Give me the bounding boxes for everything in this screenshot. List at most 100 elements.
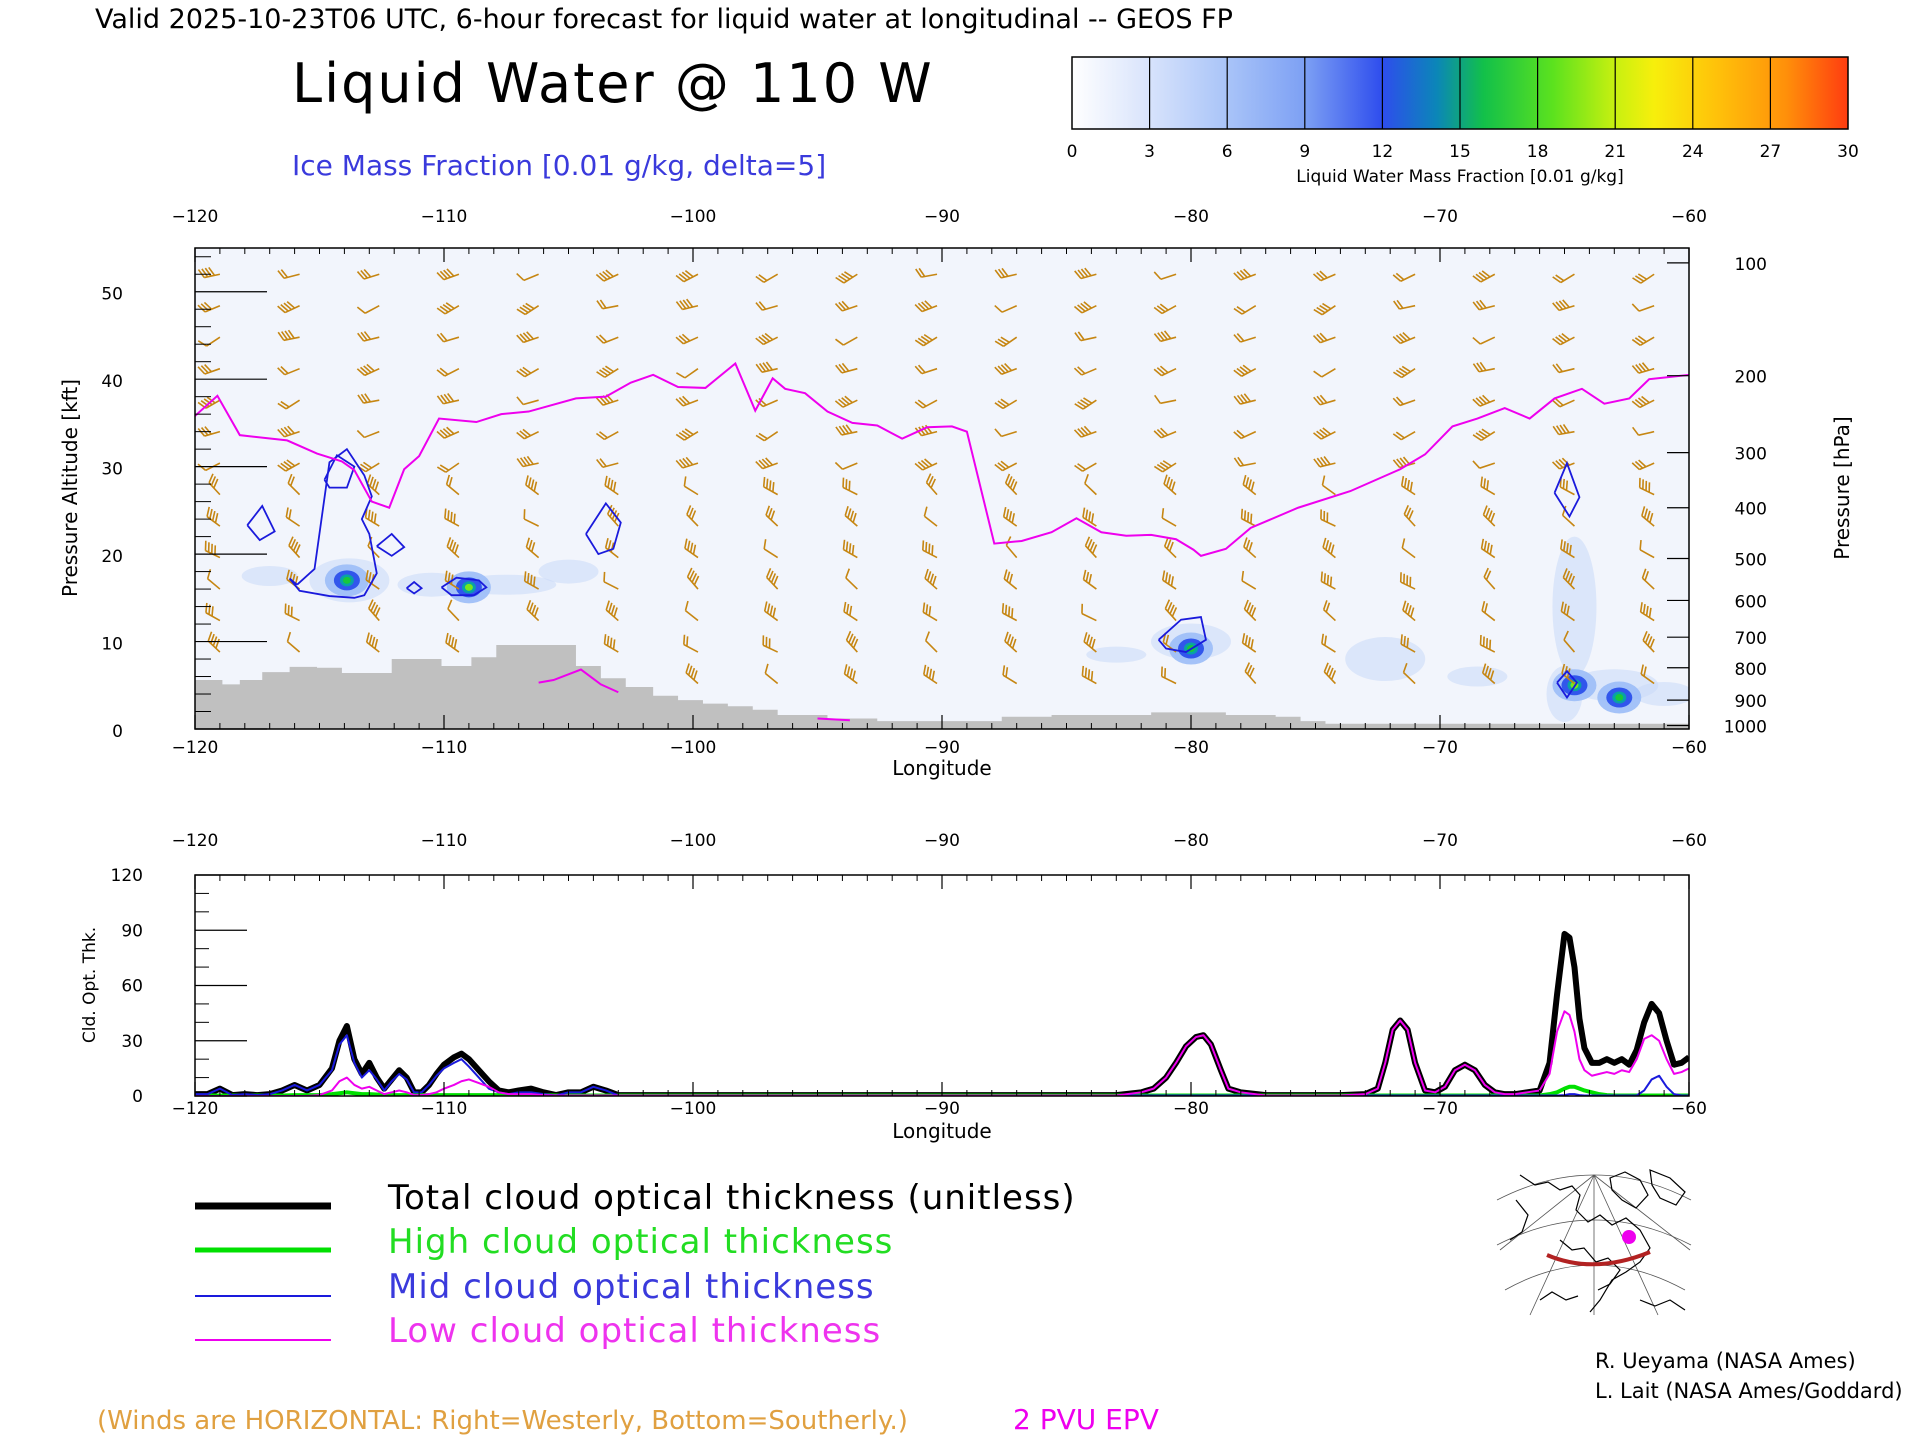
wind-barb bbox=[1082, 507, 1097, 527]
wind-barb-flag bbox=[1561, 333, 1571, 341]
wind-barb-flag bbox=[1392, 459, 1401, 469]
wind-barb bbox=[604, 538, 619, 559]
wind-barb bbox=[994, 460, 1018, 472]
wind-barb-flag bbox=[1631, 462, 1641, 471]
liquid-water-core bbox=[342, 576, 351, 584]
x-tick-label: −80 bbox=[1173, 1099, 1209, 1119]
wind-barb-flag bbox=[1566, 605, 1570, 616]
wind-barb-staff bbox=[364, 305, 380, 314]
wind-barb-flag bbox=[1562, 424, 1570, 434]
wind-barb bbox=[1562, 568, 1576, 590]
wind-barb bbox=[516, 428, 539, 440]
wind-barb-flag bbox=[280, 269, 289, 278]
wind-barb-flag bbox=[1157, 332, 1165, 341]
page-title: Liquid Water @ 110 W bbox=[292, 52, 934, 115]
wind-barb-flag bbox=[1153, 465, 1164, 473]
wind-barb-staff bbox=[1001, 430, 1017, 438]
wind-barb-flag bbox=[1244, 662, 1251, 672]
wind-barb-flag bbox=[1082, 569, 1087, 580]
wind-barb-flag bbox=[1011, 513, 1015, 524]
x-tick-label: −60 bbox=[1671, 738, 1707, 758]
wind-barb-flag bbox=[773, 575, 779, 586]
wind-barb-staff bbox=[1402, 671, 1416, 685]
wind-barb-flag bbox=[1401, 365, 1411, 373]
wind-barb-flag bbox=[844, 505, 849, 516]
wind-barb bbox=[1472, 428, 1496, 441]
wind-barb-flag bbox=[1560, 601, 1565, 612]
wind-barb bbox=[595, 430, 619, 441]
wind-barb bbox=[516, 272, 539, 282]
wind-barb-flag bbox=[838, 425, 846, 435]
wind-barb-flag bbox=[1089, 541, 1095, 552]
wind-barb bbox=[445, 632, 460, 653]
wind-barb bbox=[516, 396, 539, 406]
wind-barb-flag bbox=[685, 663, 690, 674]
wind-barb-flag bbox=[1085, 509, 1089, 520]
wind-barb-flag bbox=[1161, 570, 1166, 581]
wind-barb-flag bbox=[522, 304, 532, 312]
wind-barb-flag bbox=[687, 665, 693, 676]
wind-barb bbox=[277, 329, 300, 342]
wind-barb-flag bbox=[1565, 570, 1571, 581]
y-tick-label: 30 bbox=[101, 460, 123, 480]
wind-barb-flag bbox=[918, 267, 926, 277]
wind-barb-flag bbox=[519, 430, 528, 438]
wind-barb-flag bbox=[997, 338, 1007, 345]
wind-barb-flag bbox=[1236, 394, 1245, 404]
wind-barb-flag bbox=[1472, 434, 1482, 441]
wind-barb bbox=[1153, 271, 1177, 280]
wind-barb-flag bbox=[1250, 639, 1254, 650]
wind-barb bbox=[277, 459, 300, 472]
wind-barb bbox=[1243, 599, 1257, 622]
wind-barb-flag bbox=[436, 333, 445, 343]
ice-contour bbox=[246, 504, 276, 542]
wind-barb bbox=[1154, 394, 1177, 405]
colorbar-tick-label: 21 bbox=[1604, 142, 1626, 162]
wind-barb bbox=[1402, 662, 1416, 685]
wind-barb-flag bbox=[280, 331, 288, 341]
wind-barb-flag bbox=[1639, 602, 1643, 613]
wind-barb-flag bbox=[1637, 273, 1648, 280]
wind-barb-flag bbox=[1552, 425, 1560, 435]
wind-barb bbox=[843, 664, 858, 685]
wind-barb-flag bbox=[1088, 511, 1092, 522]
wind-barb-flag bbox=[1171, 607, 1178, 617]
wind-barb-flag bbox=[758, 274, 768, 282]
wind-barb-flag bbox=[356, 429, 365, 439]
wind-barb-flag bbox=[1472, 301, 1480, 311]
wind-barb bbox=[356, 363, 380, 377]
wind-barb bbox=[1313, 394, 1336, 406]
wind-barb-flag bbox=[1011, 638, 1017, 649]
wind-barb-flag bbox=[1164, 599, 1171, 609]
wind-barb bbox=[842, 539, 858, 559]
wind-barb-flag bbox=[922, 664, 927, 675]
wind-barb-flag bbox=[994, 463, 1004, 472]
wind-barb-flag bbox=[367, 509, 371, 520]
wind-barb-flag bbox=[447, 510, 450, 521]
wind-barb bbox=[1392, 396, 1416, 407]
wind-barb-flag bbox=[449, 539, 454, 550]
wind-barb bbox=[914, 458, 938, 471]
wind-barb-flag bbox=[295, 544, 301, 554]
wind-barb bbox=[1074, 331, 1097, 342]
ice-contour bbox=[376, 532, 406, 557]
wind-barb-flag bbox=[599, 272, 608, 281]
credit-ueyama: R. Ueyama (NASA Ames) bbox=[1595, 1349, 1856, 1373]
wind-barb bbox=[1313, 302, 1336, 316]
wind-barb bbox=[595, 269, 619, 282]
wind-barb-flag bbox=[924, 458, 933, 467]
wind-barb bbox=[925, 473, 938, 496]
wind-barb bbox=[1481, 601, 1496, 622]
wind-barb-flag bbox=[292, 541, 299, 552]
wind-barb bbox=[994, 428, 1017, 438]
wind-barb bbox=[446, 537, 460, 559]
y2-tick-label: 600 bbox=[1735, 592, 1767, 612]
wind-barb bbox=[755, 430, 779, 442]
wind-barb bbox=[1480, 538, 1496, 559]
wind-barb-flag bbox=[675, 336, 684, 345]
wind-barb-flag bbox=[931, 545, 934, 556]
wind-barb bbox=[206, 506, 221, 527]
x-tick-label-top: −60 bbox=[1671, 207, 1707, 227]
wind-barb-flag bbox=[1402, 600, 1407, 611]
x-tick-label-top: −120 bbox=[172, 207, 219, 227]
